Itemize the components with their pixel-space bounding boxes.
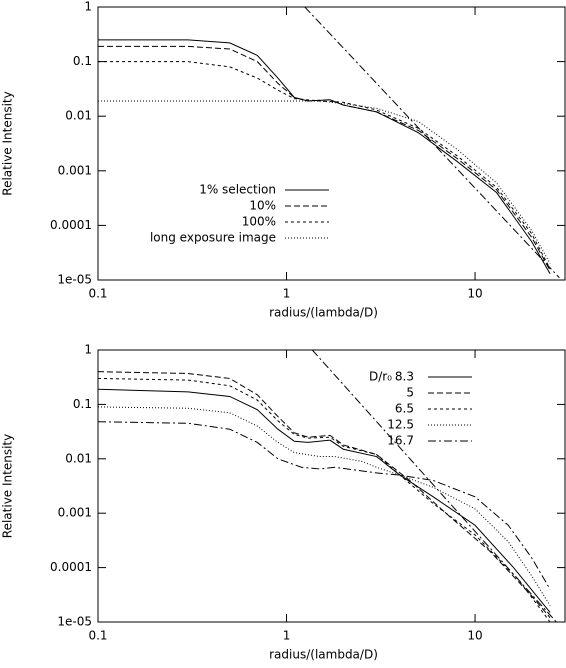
y-tick-label: 1e-05	[57, 273, 92, 287]
y-tick-label: 0.001	[58, 506, 92, 520]
y-tick-label: 1e-05	[57, 615, 92, 629]
y-axis-label: Relative Intensity	[1, 434, 15, 538]
line-series	[304, 7, 560, 279]
line-series	[98, 388, 551, 613]
y-tick-label: 1	[84, 343, 92, 357]
y-tick-label: 0.1	[73, 397, 92, 411]
line-series	[311, 350, 557, 622]
legend-label: 8.3	[395, 370, 414, 384]
x-tick-label: 1	[283, 287, 291, 301]
legend-label: 1% selection	[199, 183, 276, 197]
legend-label: 100%	[242, 215, 276, 229]
line-series	[98, 371, 551, 619]
legend-label: 10%	[249, 199, 276, 213]
legend-label: long exposure image	[150, 231, 276, 245]
y-tick-label: 0.1	[73, 54, 92, 68]
plot-frame	[97, 6, 566, 281]
y-tick-label: 0.0001	[50, 218, 92, 232]
y-tick-label: 0.001	[58, 163, 92, 177]
plot-frame	[97, 349, 566, 623]
legend-title: D/r₀	[369, 370, 392, 384]
x-tick-label: 0.1	[88, 629, 107, 643]
line-series	[98, 421, 551, 590]
line-series	[98, 406, 551, 606]
x-tick-label: 10	[467, 287, 482, 301]
legend-label: 12.5	[387, 418, 414, 432]
legend-label: 6.5	[395, 402, 414, 416]
legend-label: 5	[406, 386, 414, 400]
y-axis-label: Relative Intensity	[1, 91, 15, 195]
x-axis-label: radius/(lambda/D)	[269, 306, 378, 320]
x-axis-label: radius/(lambda/D)	[269, 648, 378, 662]
line-series	[98, 45, 551, 271]
y-tick-label: 0.01	[65, 451, 92, 465]
x-tick-label: 10	[467, 629, 482, 643]
legend-label: 16.7	[387, 434, 414, 448]
y-tick-label: 0.01	[65, 109, 92, 123]
line-series	[98, 377, 551, 622]
line-series	[98, 39, 551, 275]
y-tick-label: 0.0001	[50, 560, 92, 574]
x-tick-label: 0.1	[88, 287, 107, 301]
x-tick-label: 1	[283, 629, 291, 643]
y-tick-label: 1	[84, 0, 92, 14]
line-series	[98, 61, 551, 270]
